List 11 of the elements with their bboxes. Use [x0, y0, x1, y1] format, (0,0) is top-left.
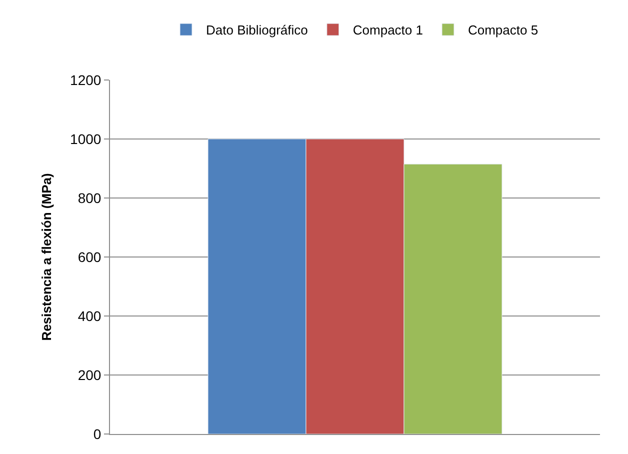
- y-tick-label: 200: [78, 366, 102, 383]
- legend-label: Compacto 1: [352, 22, 423, 38]
- y-tick-label: 400: [78, 308, 102, 324]
- y-tick-label: 0: [93, 426, 102, 442]
- legend-label: Compacto 5: [468, 22, 538, 38]
- legend-label: Dato Bibliográfico: [206, 22, 308, 38]
- y-tick-label: 800: [78, 190, 102, 206]
- y-axis-title: Resistencia a flexión (MPa): [38, 173, 54, 341]
- y-tick-label: 600: [78, 248, 102, 265]
- y-tick-label: 1200: [70, 72, 102, 88]
- y-tick-label: 1000: [70, 130, 102, 147]
